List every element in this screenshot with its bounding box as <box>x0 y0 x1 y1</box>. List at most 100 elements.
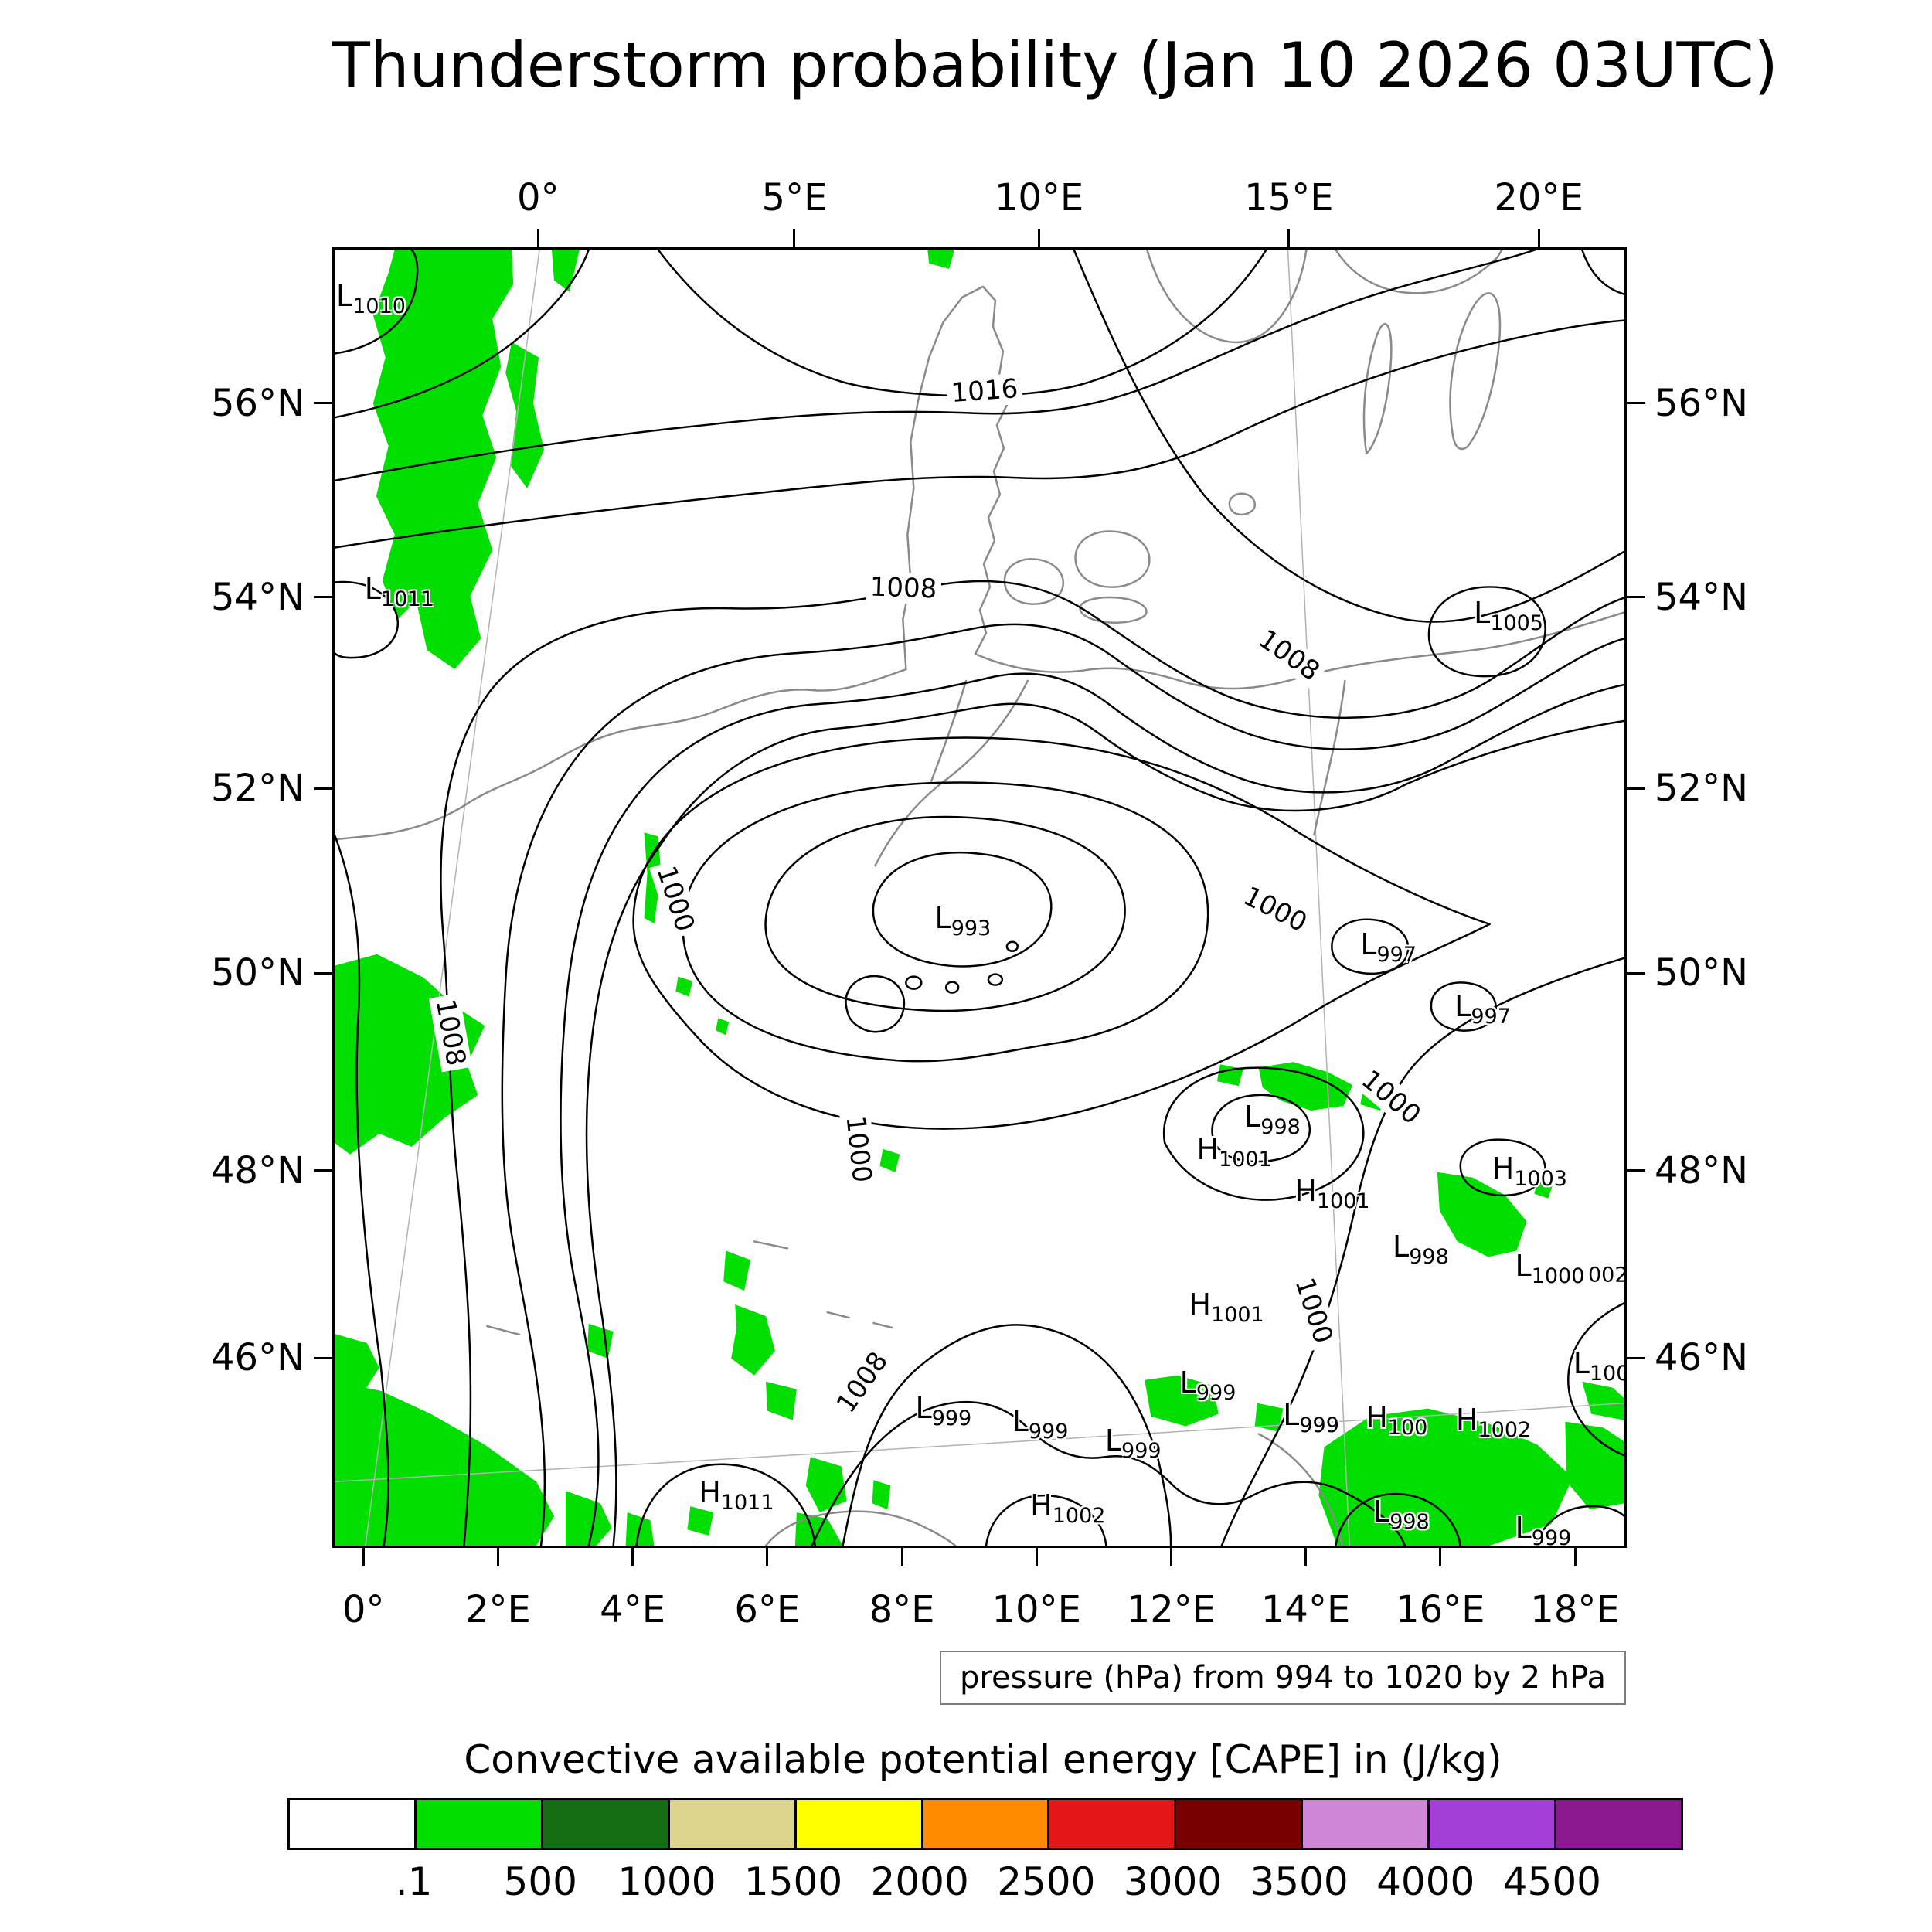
pressure-center-value: 1011 <box>380 587 434 612</box>
isobar-label: 1000 <box>648 859 702 940</box>
colorbar-tick-label: 1500 <box>743 1859 843 1904</box>
axis-tick-bottom <box>1169 1548 1172 1566</box>
pressure-center: L1000 <box>1515 1248 1585 1288</box>
isobar-label: 1000 <box>1287 1270 1340 1352</box>
axis-tick-right <box>1627 971 1645 975</box>
axis-label-right: 52°N <box>1655 767 1748 811</box>
pressure-center-letter: L <box>1515 1510 1532 1545</box>
axis-tick-bottom <box>496 1548 499 1566</box>
pressure-center-value: 1003 <box>1514 1166 1567 1191</box>
colorbar-tick-label: 2000 <box>870 1859 969 1904</box>
pressure-center: L998 <box>1373 1495 1430 1534</box>
pressure-center: L997 <box>1454 989 1511 1029</box>
axis-tick-right <box>1627 1169 1645 1172</box>
map-label-overlay: L1010 L1011 L1005 L993 L997 L997 L998 H1001 H100… <box>335 250 1624 1546</box>
axis-label-left: 56°N <box>211 381 304 425</box>
axis-tick-right <box>1627 787 1645 790</box>
isobar-label: 1008 <box>1250 621 1329 689</box>
pressure-center-letter: L <box>1373 1495 1390 1529</box>
pressure-center-letter: L <box>1454 989 1471 1024</box>
axis-label-bottom: 14°E <box>1260 1588 1351 1631</box>
axis-label-bottom: 8°E <box>869 1588 935 1631</box>
axis-label-top: 0° <box>517 176 560 219</box>
axis-tick-top <box>1038 229 1041 247</box>
axis-label-bottom: 18°E <box>1530 1588 1620 1631</box>
axis-label-bottom: 12°E <box>1126 1588 1216 1631</box>
pressure-center-value: 999 <box>1299 1413 1339 1437</box>
weather-map: L1010 L1011 L1005 L993 L997 L997 L998 H1001 H100… <box>332 247 1627 1548</box>
isobar-label: 1000 <box>1352 1061 1430 1134</box>
axis-tick-bottom <box>1304 1548 1308 1566</box>
isobar-1002 <box>585 702 1624 1546</box>
pressure-center-letter: L <box>1104 1423 1122 1458</box>
map-canvas <box>335 250 1624 1546</box>
axis-tick-left <box>314 1169 332 1172</box>
pressure-center-value: 1002 <box>1052 1504 1106 1528</box>
pressure-center: H1001 <box>1294 1173 1369 1213</box>
axis-tick-right <box>1627 1356 1645 1359</box>
pressure-center-letter: L <box>336 279 353 314</box>
axis-label-left: 46°N <box>211 1336 304 1380</box>
axis-tick-bottom <box>1439 1548 1442 1566</box>
axis-tick-left <box>314 402 332 405</box>
pressure-center-value: 1001 <box>1316 1189 1370 1213</box>
page-title: Thunderstorm probability (Jan 10 2026 03… <box>332 29 1778 101</box>
axis-label-left: 48°N <box>211 1148 304 1192</box>
pressure-center-letter: H <box>699 1475 721 1510</box>
pressure-center-value: 999 <box>1121 1439 1162 1464</box>
pressure-center: H1003 <box>1492 1151 1567 1191</box>
pressure-center-letter: L <box>1474 595 1491 630</box>
axis-tick-right <box>1627 596 1645 599</box>
isobar-layer <box>335 250 1624 1546</box>
pressure-center: H1002 <box>1456 1403 1531 1442</box>
isobar-996 <box>764 815 1126 1012</box>
pressure-center: 002 <box>1588 1257 1624 1287</box>
pressure-center: L998 <box>1393 1230 1449 1269</box>
axis-label-bottom: 6°E <box>734 1588 801 1631</box>
pressure-center-letter: L <box>934 901 951 936</box>
pressure-center-value: 999 <box>1196 1380 1236 1405</box>
pressure-center-letter: H <box>1294 1173 1317 1208</box>
cape-colorbar-labels: .1 500 1000 1500 2000 2500 3000 3500 4000 4500 <box>287 1859 1679 1906</box>
axis-tick-left <box>314 787 332 790</box>
axis-label-bottom: 2°E <box>464 1588 531 1631</box>
pressure-center-letter: L <box>1179 1365 1196 1400</box>
axis-label-left: 54°N <box>211 575 304 619</box>
pressure-center-value: 997 <box>1376 942 1417 967</box>
pressure-center: H1001 <box>1189 1287 1264 1327</box>
pressure-center: L1005 <box>1474 595 1543 635</box>
pressure-center: L999 <box>1283 1398 1339 1437</box>
coastline-layer <box>335 250 1624 1546</box>
pressure-center-letter: H <box>1189 1287 1212 1322</box>
pressure-center-letter: H <box>1366 1400 1388 1434</box>
colorbar-segment <box>669 1800 797 1848</box>
axis-tick-top <box>793 229 796 247</box>
colorbar-segment <box>543 1800 670 1848</box>
pressure-center: L1011 <box>365 572 434 611</box>
isobar-1000-east <box>1220 957 1624 1546</box>
axis-label-right: 46°N <box>1655 1336 1748 1380</box>
isobar-label: 1000 <box>1234 878 1315 940</box>
pressure-center-letter: L <box>1012 1404 1029 1438</box>
pressure-center: L999 <box>1012 1404 1069 1444</box>
pressure-center-value: 998 <box>1409 1244 1449 1269</box>
colorbar-segment <box>923 1800 1050 1848</box>
pressure-center-value: 1000 <box>1531 1264 1585 1288</box>
colorbar-segment <box>1303 1800 1430 1848</box>
pressure-center-letter: H <box>1030 1488 1053 1522</box>
axis-tick-left <box>314 971 332 975</box>
pressure-center-value: 1010 <box>352 294 406 319</box>
pressure-center-letter: L <box>1515 1248 1532 1283</box>
pressure-center-letter: H <box>1492 1151 1515 1185</box>
colorbar-tick-label: 2500 <box>997 1859 1096 1904</box>
isobar-1008-south <box>842 1324 1172 1546</box>
colorbar-tick-label: 3000 <box>1123 1859 1223 1904</box>
isobar-label: 1008 <box>866 571 941 605</box>
pressure-center-value: 993 <box>951 917 992 941</box>
pressure-center: H1001 <box>1196 1132 1271 1172</box>
axis-tick-bottom <box>631 1548 634 1566</box>
pressure-center: L1010 <box>336 279 406 318</box>
colorbar-tick-label: 3500 <box>1250 1859 1349 1904</box>
axis-label-right: 56°N <box>1655 381 1748 425</box>
cape-shading-layer <box>335 250 1624 1546</box>
